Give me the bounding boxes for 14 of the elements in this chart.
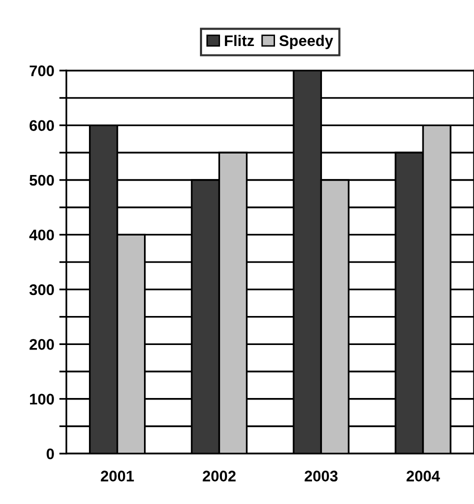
x-tick-label: 2001 bbox=[100, 470, 134, 482]
y-tick-label: 300 bbox=[29, 284, 54, 296]
x-tick-label: 2002 bbox=[202, 470, 236, 482]
y-tick-label: 600 bbox=[30, 120, 54, 131]
x-tick-label: 2003 bbox=[304, 470, 338, 482]
legend-label: Speedy bbox=[279, 34, 334, 50]
y-tick-label: 100 bbox=[30, 394, 54, 405]
y-tick-label: 0 bbox=[46, 448, 54, 460]
y-tick-label: 500 bbox=[30, 174, 54, 186]
y-tick-label: 400 bbox=[29, 230, 54, 240]
y-tick-label: 700 bbox=[30, 65, 54, 76]
y-tick-label: 200 bbox=[30, 339, 54, 350]
x-tick-label: 2004 bbox=[406, 470, 440, 482]
legend-label: Flitz bbox=[224, 34, 254, 46]
